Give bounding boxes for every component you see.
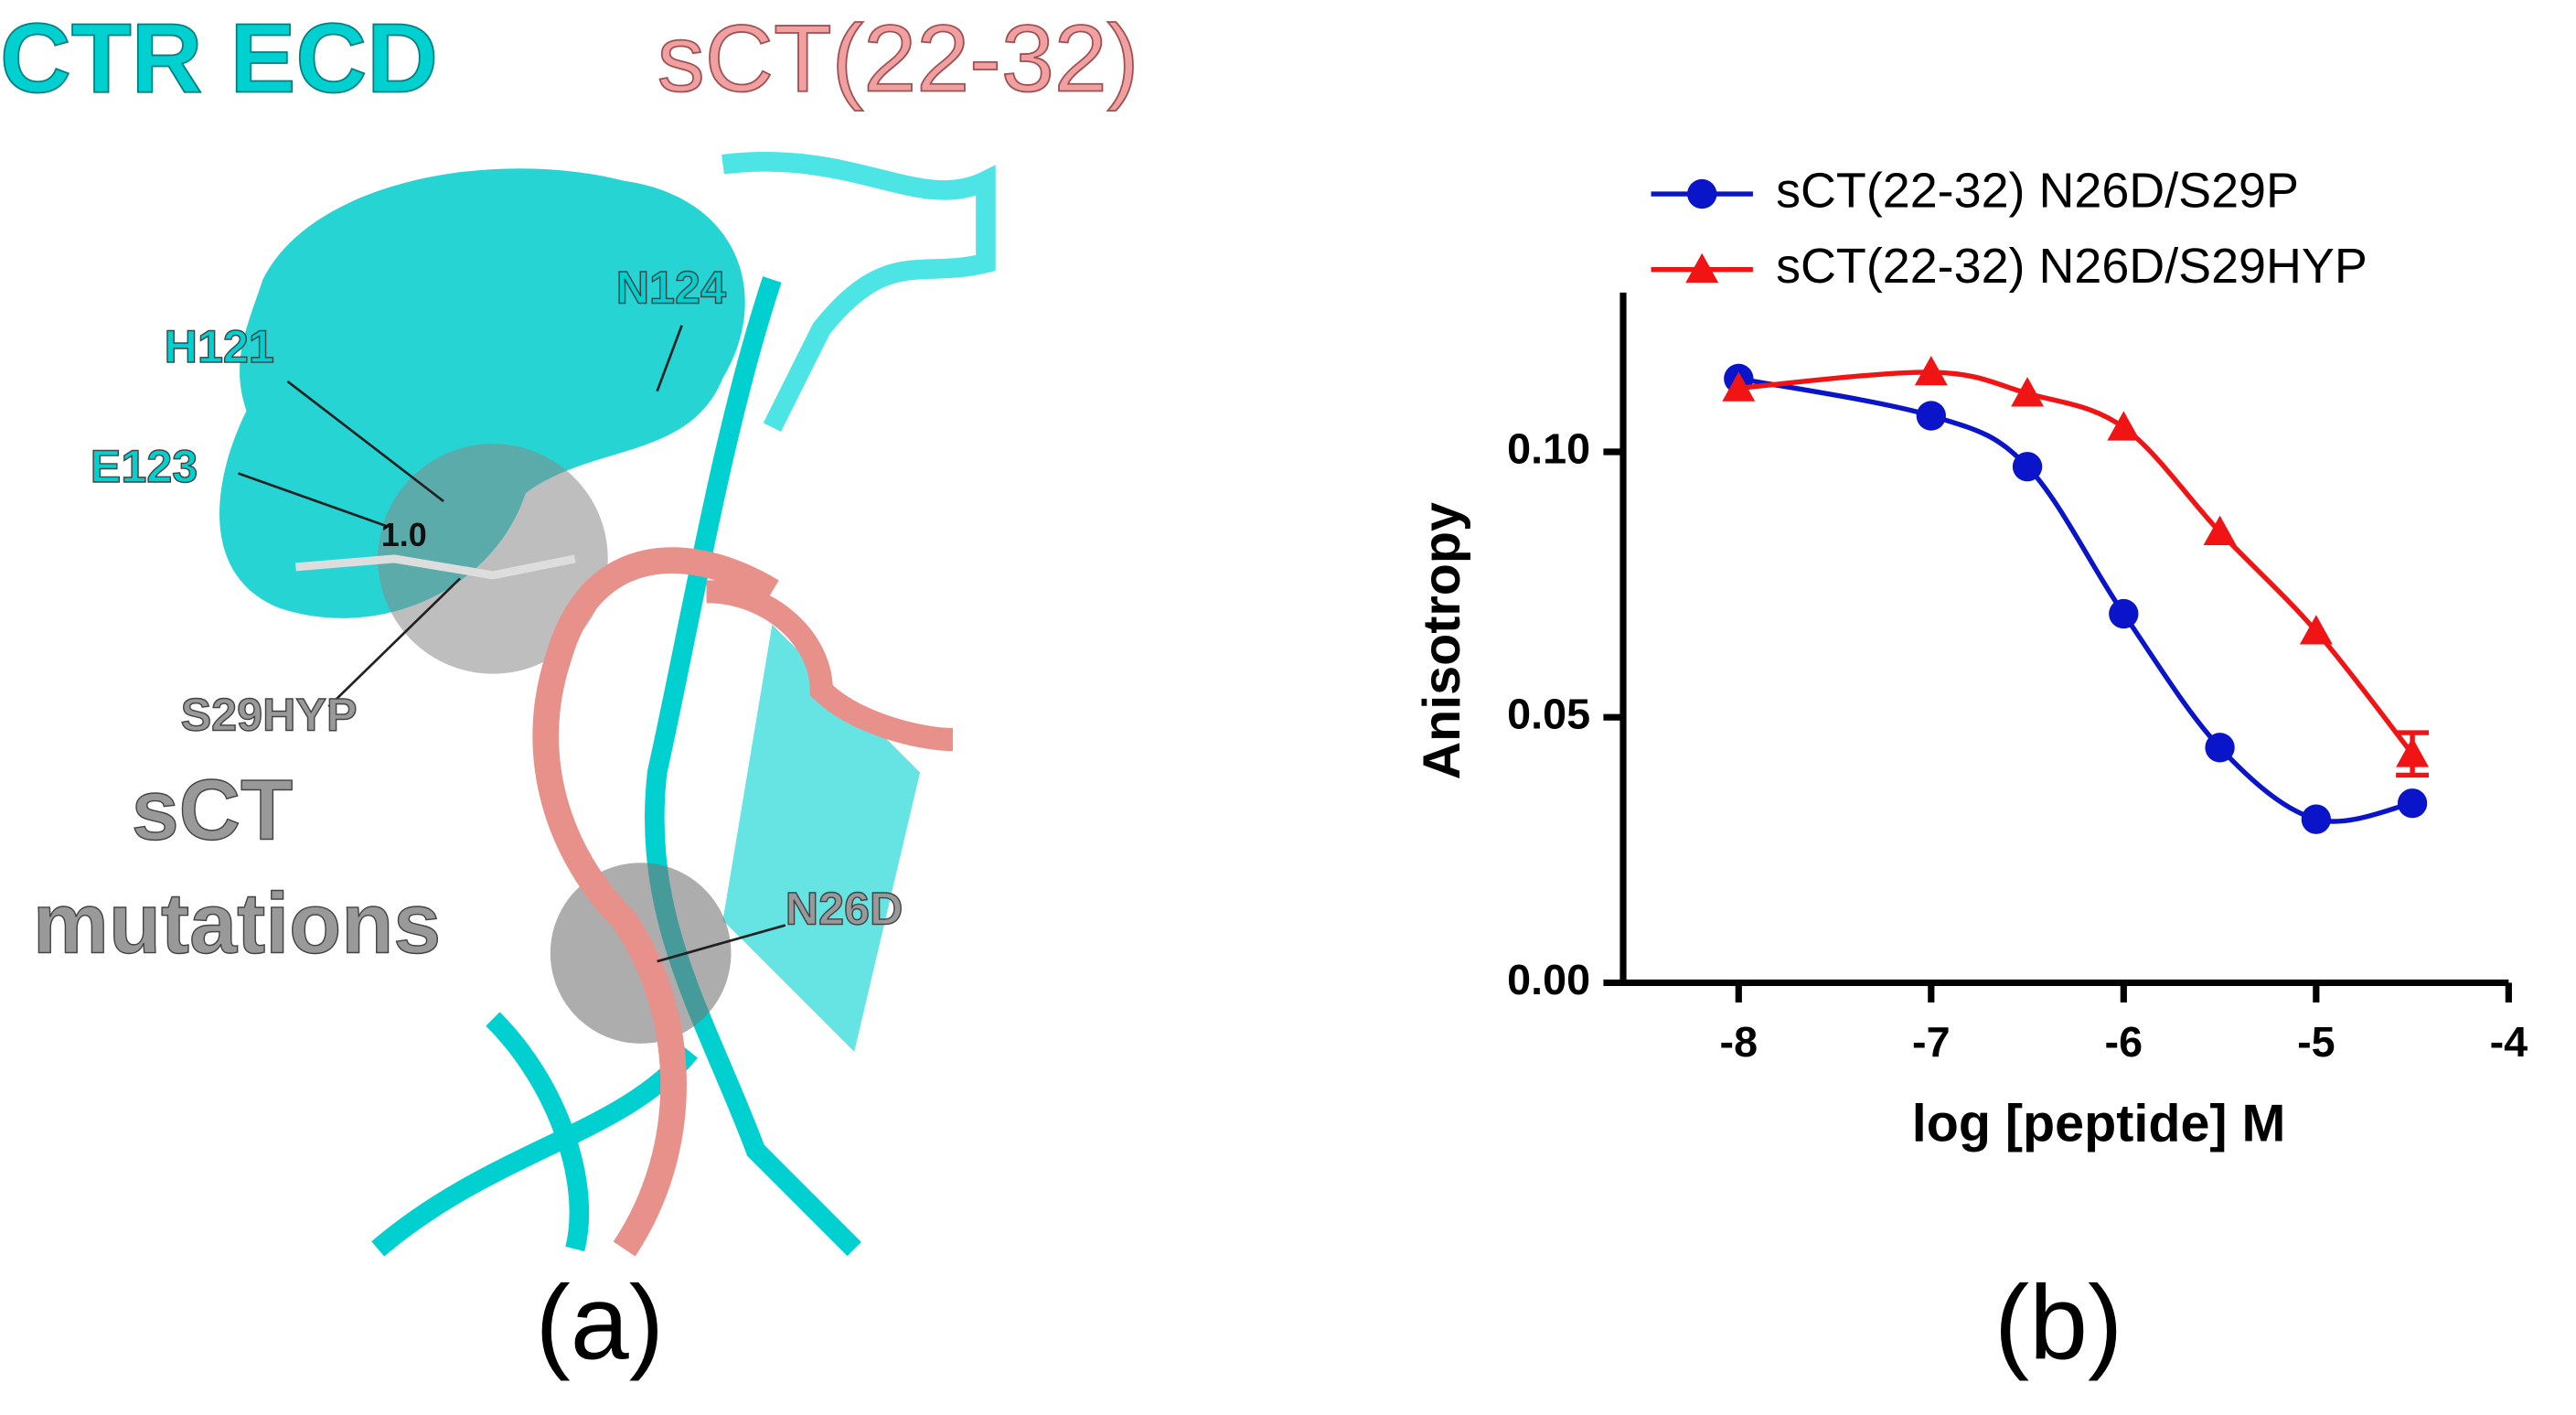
marker xyxy=(2203,515,2237,546)
peptide-ribbon xyxy=(706,580,954,752)
marker xyxy=(1722,371,1756,402)
ribbon xyxy=(721,152,996,433)
series-line xyxy=(1738,370,2415,756)
marker xyxy=(2301,804,2332,834)
legend-marker xyxy=(1687,178,1717,209)
structure-label: sCT xyxy=(132,762,293,858)
chart: (b) 0.00 0.05 0.10 -8 -7 -6 -5 -4 log [peptide] M… xyxy=(1413,163,2528,1381)
structure-label: N124 xyxy=(616,261,726,313)
marker xyxy=(2109,598,2139,629)
structure-label: mutations xyxy=(33,875,441,971)
series-line xyxy=(1737,376,2413,824)
marker xyxy=(2396,737,2430,767)
marker xyxy=(1916,401,1946,431)
panel-a-labels: CTR ECD sCT(22-32) H121 N124 E123 1.0 S29HYP sC… xyxy=(0,2,1139,1382)
panel-title: CTR ECD xyxy=(0,2,438,113)
marker xyxy=(2011,377,2045,407)
marker xyxy=(2012,452,2043,482)
x-tick-label: -5 xyxy=(2297,1018,2336,1066)
structure-label: E123 xyxy=(91,440,198,492)
y-axis-label: Anisotropy xyxy=(1413,502,1471,779)
y-tick-label: 0.00 xyxy=(1507,956,1590,1003)
sphere xyxy=(378,444,608,674)
ribbon xyxy=(371,276,861,1257)
legend-label: sCT(22-32) N26D/S29P xyxy=(1776,163,2299,218)
legend-marker xyxy=(1685,252,1719,284)
structure-label: 1.0 xyxy=(381,516,427,553)
molecule-render xyxy=(0,131,996,1257)
leader-lines xyxy=(238,325,786,963)
surface xyxy=(219,168,745,618)
structure-label: H121 xyxy=(165,320,274,372)
panel-caption: (b) xyxy=(1994,1265,2123,1382)
peptide-ribbon xyxy=(532,547,779,1257)
x-tick-label: -4 xyxy=(2490,1018,2528,1066)
sidechain xyxy=(295,554,576,580)
y-tick-label: 0.10 xyxy=(1507,424,1590,472)
structure-label: N26D xyxy=(786,882,903,934)
marker xyxy=(2397,788,2428,819)
y-tick-label: 0.05 xyxy=(1507,691,1590,738)
panel-title: sCT(22-32) xyxy=(657,5,1139,112)
marker xyxy=(1914,355,1948,386)
x-tick-label: -8 xyxy=(1720,1018,1758,1066)
legend-label: sCT(22-32) N26D/S29HYP xyxy=(1776,239,2368,294)
x-tick-label: -6 xyxy=(2105,1018,2143,1066)
x-axis-label: log [peptide] M xyxy=(1912,1095,2286,1153)
structure-label: S29HYP xyxy=(181,688,358,740)
x-tick-label: -7 xyxy=(1912,1018,1951,1066)
marker xyxy=(2107,411,2141,441)
panel-caption: (a) xyxy=(535,1265,664,1382)
marker xyxy=(2205,733,2235,763)
marker xyxy=(2299,615,2333,645)
